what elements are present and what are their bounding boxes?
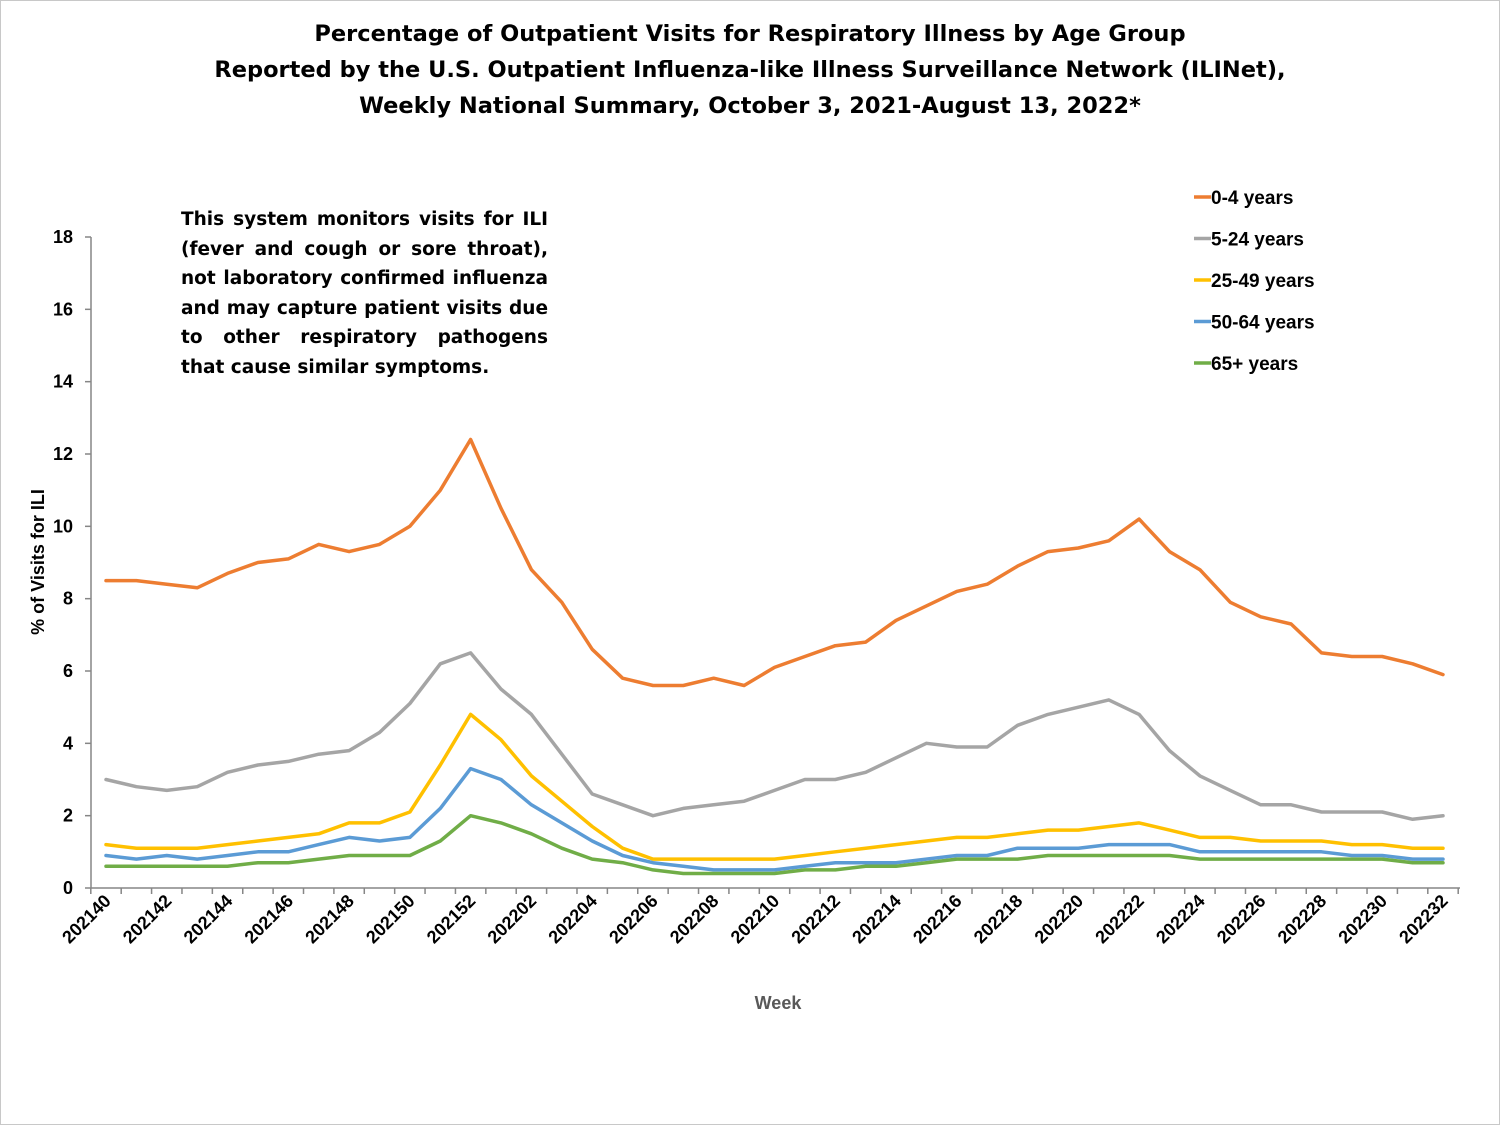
title-line-3: Weekly National Summary, October 3, 2021… [359,93,1141,119]
y-tick-label: 6 [63,661,73,681]
x-tick-label: 202226 [1213,891,1270,948]
y-tick-label: 14 [53,372,73,392]
x-tick-label: 202140 [58,891,115,948]
x-tick-label: 202146 [241,891,298,948]
x-tick-label: 202224 [1152,891,1209,948]
x-tick-label: 202202 [484,891,541,948]
legend-label-5: 65+ years [1211,354,1298,375]
x-tick-label: 202142 [119,891,176,948]
chart-note: This system monitors visits for ILI (fev… [181,209,548,378]
legend-label-2: 5-24 years [1211,230,1304,251]
series-line-3 [104,712,1445,861]
series-line-4 [104,766,1445,872]
x-tick-label: 202220 [1031,891,1088,948]
legend-label-1: 0-4 years [1211,188,1293,209]
legend: 0-4 years 5-24 years 25-49 years 50-64 year… [1194,188,1315,375]
x-tick-label: 202216 [909,891,966,948]
x-tick-label: 202214 [848,891,905,948]
x-tick-label: 202230 [1334,891,1391,948]
y-tick-label: 10 [53,516,73,536]
y-tick-label: 0 [63,878,73,898]
y-axis-title: % of Visits for ILI [28,489,48,635]
series-lines [104,437,1445,876]
x-tick-label: 202206 [605,891,662,948]
x-tick-label: 202210 [727,891,784,948]
series-line-5 [104,813,1445,876]
y-tick-label: 18 [53,227,73,247]
y-tick-label: 16 [53,299,73,319]
series-line-1 [104,437,1445,688]
x-tick-label: 202212 [787,891,844,948]
y-tick-label: 4 [63,733,73,753]
y-tick-label: 12 [53,444,73,464]
x-tick-label: 202144 [180,891,237,948]
x-tick-label: 202222 [1091,891,1148,948]
y-tick-label: 8 [63,589,73,609]
title-line-1: Percentage of Outpatient Visits for Resp… [314,21,1186,47]
x-tick-label: 202150 [362,891,419,948]
x-tick-label: 202208 [666,891,723,948]
x-axis-title: Week [755,993,803,1013]
series-line-2 [104,651,1445,822]
legend-label-4: 50-64 years [1211,313,1315,334]
title-line-2: Reported by the U.S. Outpatient Influenz… [214,57,1286,83]
y-tick-label: 2 [63,806,73,826]
x-tick-label: 202204 [544,891,601,948]
x-tick-label: 202228 [1274,891,1331,948]
x-tick-label: 202152 [423,891,480,948]
x-tick-label: 202232 [1395,891,1452,948]
legend-label-3: 25-49 years [1211,271,1315,292]
chart-title: Percentage of Outpatient Visits for Resp… [0,16,1500,124]
x-tick-label: 202218 [970,891,1027,948]
x-tick-label: 202148 [301,891,358,948]
